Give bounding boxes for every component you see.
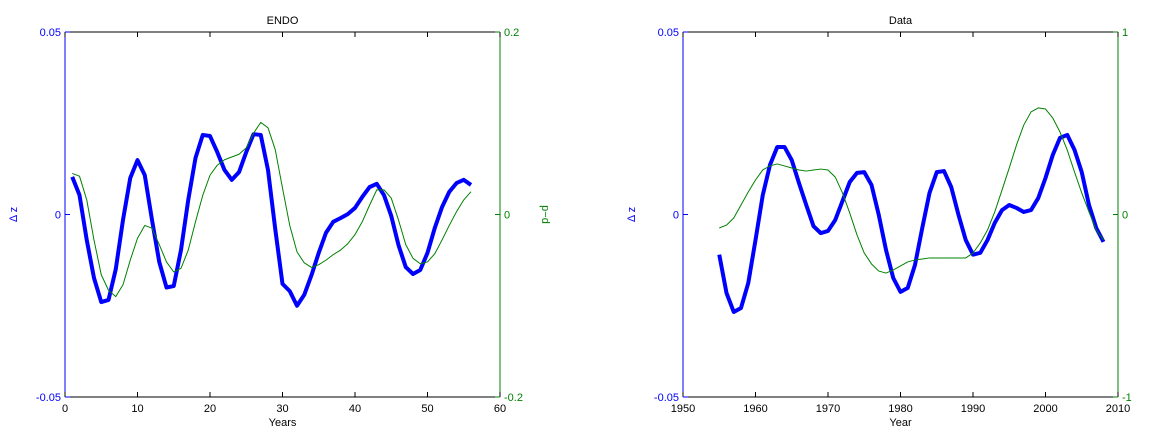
x-tick-label: 50 bbox=[421, 403, 433, 415]
x-axis-label: Years bbox=[269, 417, 297, 429]
y2-tick-label: 1 bbox=[1122, 27, 1128, 39]
x-tick-label: 1950 bbox=[671, 403, 695, 415]
x-tick-label: 1970 bbox=[816, 403, 840, 415]
chart-title: ENDO bbox=[267, 15, 299, 27]
x-tick-label: 2000 bbox=[1033, 403, 1057, 415]
chart-title: Data bbox=[889, 15, 913, 27]
y2-tick-label: 0 bbox=[1122, 210, 1128, 222]
series-line bbox=[72, 121, 472, 298]
x-tick-label: 20 bbox=[204, 403, 216, 415]
y2-tick-label: 0.2 bbox=[504, 27, 519, 39]
y-axis-label: Δ z bbox=[626, 207, 638, 222]
x-axis-label: Year bbox=[889, 417, 912, 429]
x-tick-label: 1990 bbox=[961, 403, 985, 415]
y-tick-label: -0.05 bbox=[654, 392, 679, 404]
x-tick-label: 1980 bbox=[888, 403, 912, 415]
series-line bbox=[717, 132, 1106, 314]
y2-axis-label: p−d bbox=[539, 205, 551, 224]
series-line bbox=[719, 107, 1104, 274]
x-tick-label: 0 bbox=[62, 403, 68, 415]
y-tick-label: 0.05 bbox=[40, 27, 61, 39]
y2-tick-label: -0.2 bbox=[504, 392, 523, 404]
y-axis-label: Δ z bbox=[8, 207, 20, 222]
x-tick-label: 30 bbox=[276, 403, 288, 415]
y2-tick-label: -1 bbox=[1122, 392, 1132, 404]
x-tick-label: 60 bbox=[494, 403, 506, 415]
x-tick-label: 40 bbox=[349, 403, 361, 415]
series-line bbox=[70, 132, 473, 308]
y-tick-label: 0 bbox=[673, 210, 679, 222]
x-tick-label: 2010 bbox=[1106, 403, 1130, 415]
y-tick-label: -0.05 bbox=[36, 392, 61, 404]
x-tick-label: 10 bbox=[131, 403, 143, 415]
x-tick-label: 1960 bbox=[743, 403, 767, 415]
y-tick-label: 0 bbox=[55, 210, 61, 222]
y-tick-label: 0.05 bbox=[658, 27, 679, 39]
y2-tick-label: 0 bbox=[504, 210, 510, 222]
